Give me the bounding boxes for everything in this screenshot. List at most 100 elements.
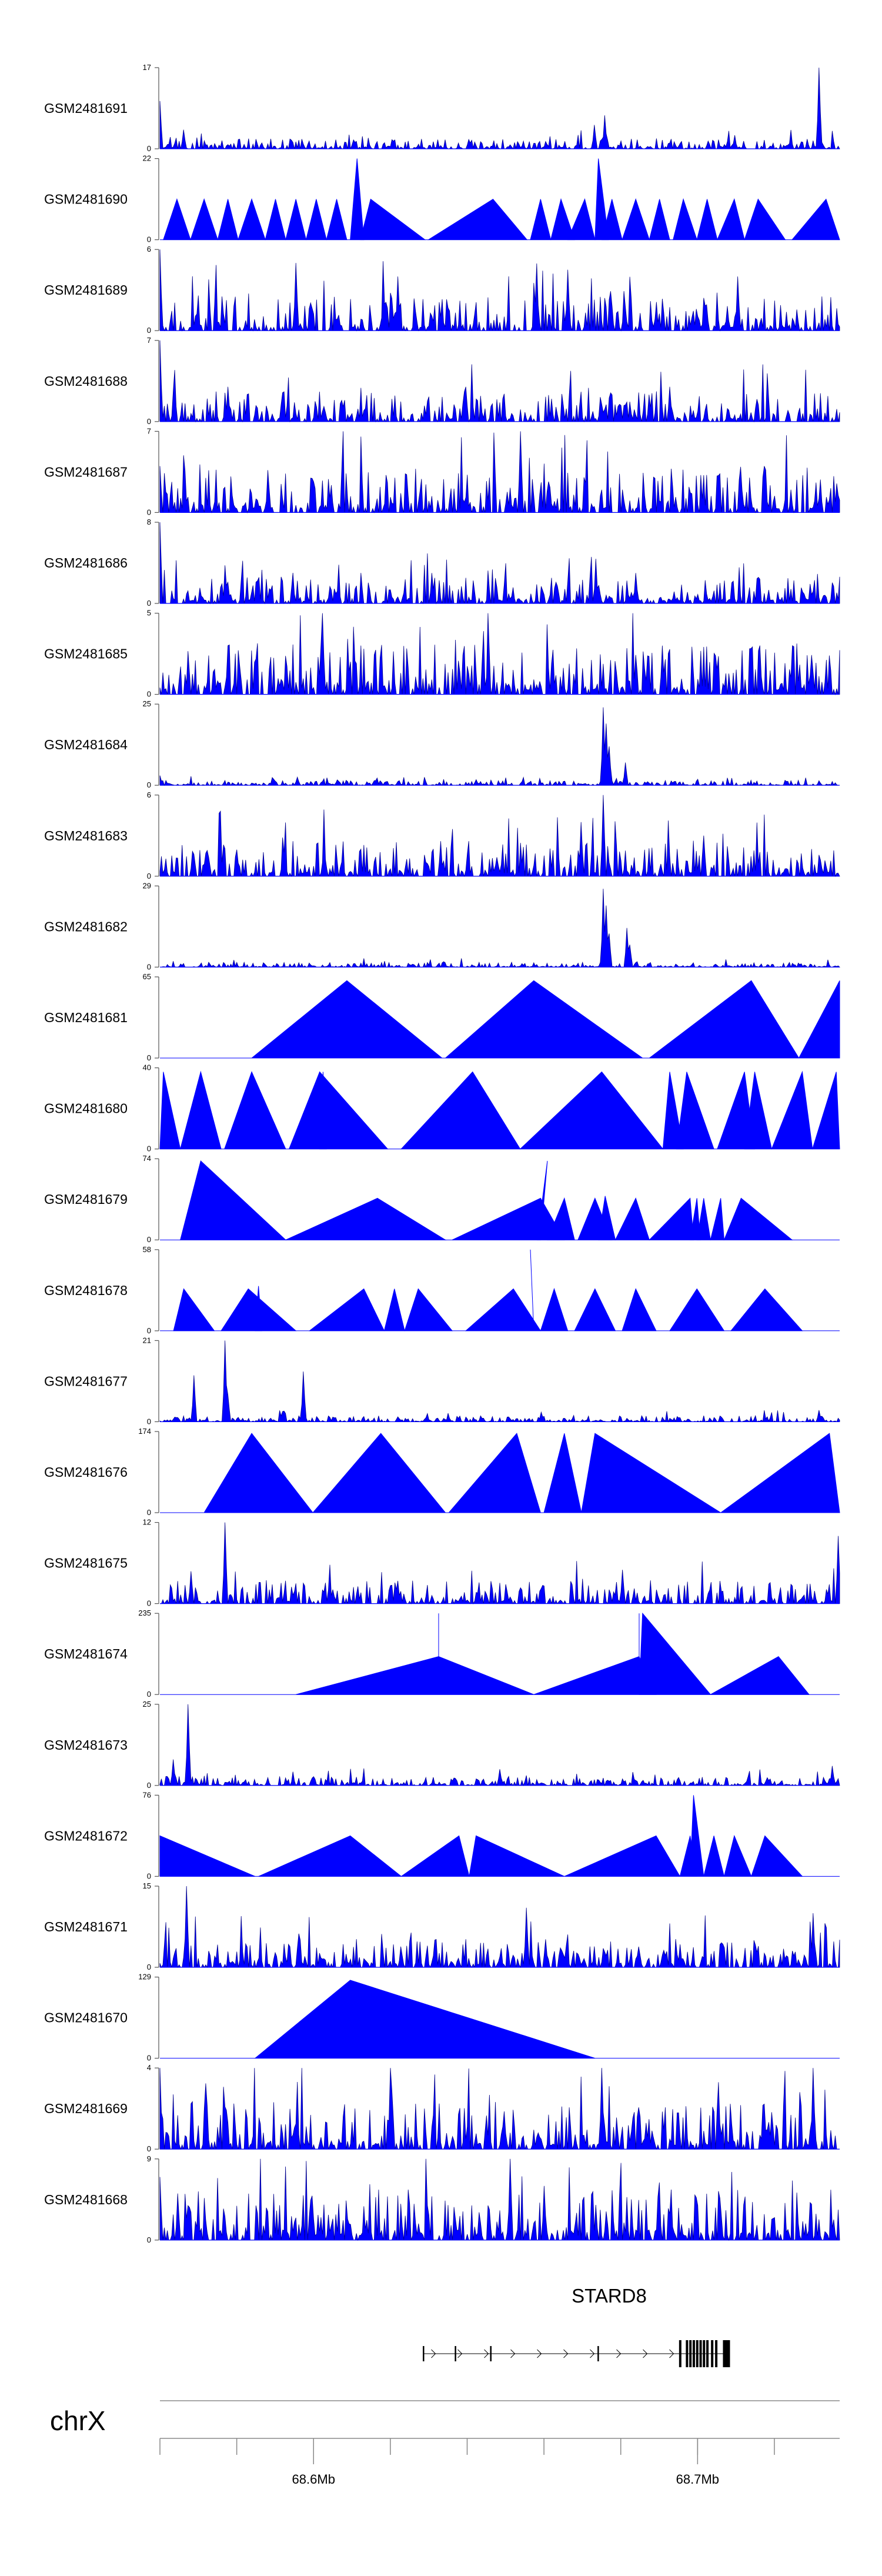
track-GSM2481670: GSM2481670 129 0: [44, 1973, 840, 2063]
signal-peak: [791, 198, 840, 241]
signal-peak: [254, 1980, 595, 2059]
y-max-label: 22: [143, 154, 151, 163]
signal-area: [159, 2068, 840, 2150]
signal-peak: [533, 1656, 657, 1695]
signal-peak: [723, 1834, 752, 1877]
track-GSM2481671: GSM2481671 15 0: [44, 1881, 840, 1971]
signal-area: [160, 1522, 840, 1605]
track-GSM2481687: GSM2481687 7 0: [44, 426, 840, 516]
exon: [715, 2340, 718, 2367]
signal-peak: [581, 1433, 722, 1513]
y-max-label: 4: [147, 2063, 151, 2072]
exon: [686, 2340, 689, 2367]
y-min-label: 0: [147, 2144, 151, 2153]
track-label: GSM2481680: [44, 1101, 128, 1116]
track-label: GSM2481691: [44, 101, 128, 116]
y-max-label: 40: [143, 1063, 151, 1072]
signal-peak: [717, 198, 745, 241]
track-label: GSM2481673: [44, 1737, 128, 1753]
y-max-label: 8: [147, 518, 151, 526]
signal-peak: [751, 1835, 803, 1877]
chromosome-label: chrX: [50, 2405, 106, 2436]
signal-area: [159, 2158, 840, 2241]
strand-arrow: [457, 2349, 463, 2358]
exon: [692, 2340, 695, 2367]
signal-peak: [159, 1835, 256, 1877]
signal-peak: [812, 1072, 840, 1150]
signal-peak: [180, 1070, 222, 1150]
strand-arrow: [643, 2349, 648, 2358]
signal-peak: [709, 1656, 810, 1695]
signal-area: [159, 431, 840, 513]
strand-arrow: [484, 2349, 489, 2358]
signal-peak: [798, 980, 840, 1059]
signal-peak: [771, 1070, 813, 1150]
exon: [679, 2340, 681, 2367]
signal-peak: [567, 198, 596, 241]
track-GSM2481675: GSM2481675 12 0: [44, 1518, 840, 1608]
signal-peak: [400, 1071, 521, 1150]
y-min-label: 0: [147, 1144, 151, 1153]
signal-peak: [163, 198, 191, 241]
signal-peak: [285, 1197, 447, 1240]
y-min-label: 0: [147, 1508, 151, 1517]
y-min-label: 0: [147, 417, 151, 426]
signal-peak: [288, 1071, 389, 1150]
y-max-label: 21: [143, 1336, 151, 1344]
signal-peak: [564, 1835, 681, 1877]
track-GSM2481690: GSM2481690 22 0: [44, 154, 840, 244]
signal-peak: [469, 1835, 565, 1877]
strand-arrow: [431, 2349, 436, 2358]
signal-peak: [730, 1288, 803, 1332]
y-max-label: 7: [147, 336, 151, 345]
signal-peak: [696, 1198, 711, 1240]
signal-peak: [238, 198, 266, 241]
track-GSM2481672: GSM2481672 76 0: [44, 1790, 840, 1880]
track-label: GSM2481687: [44, 464, 128, 479]
signal-peak: [173, 1288, 215, 1332]
signal-peak: [622, 1288, 657, 1332]
track-GSM2481691: GSM2481691 17 0: [44, 63, 840, 153]
signal-peak: [673, 198, 697, 241]
track-label: GSM2481679: [44, 1192, 128, 1207]
signal-peak: [350, 158, 365, 241]
strand-arrow: [563, 2349, 569, 2358]
y-max-label: 5: [147, 609, 151, 618]
signal-peak: [720, 1433, 840, 1513]
track-GSM2481689: GSM2481689 6 0: [44, 245, 840, 335]
signal-peak: [540, 1287, 569, 1332]
signal-peak: [400, 1835, 470, 1877]
exon: [711, 2340, 714, 2367]
signal-peak: [250, 980, 443, 1059]
exon: [699, 2340, 702, 2367]
gene-name-label: STARD8: [572, 2285, 647, 2307]
track-label: GSM2481686: [44, 555, 128, 570]
track-GSM2481681: GSM2481681 65 0: [44, 972, 840, 1062]
y-min-label: 0: [147, 962, 151, 971]
y-max-label: 6: [147, 790, 151, 799]
track-GSM2481684: GSM2481684 25 0: [44, 699, 840, 789]
y-min-label: 0: [147, 2054, 151, 2063]
signal-area: [159, 522, 840, 605]
y-max-label: 6: [147, 245, 151, 253]
signal-peak: [530, 1249, 534, 1331]
track-GSM2481686: GSM2481686 8 0: [44, 518, 840, 608]
signal-peak: [649, 1197, 694, 1240]
signal-peak: [383, 1289, 405, 1332]
signal-peak: [203, 1433, 314, 1513]
signal-peak: [648, 980, 800, 1059]
y-min-label: 0: [147, 872, 151, 880]
strand-arrow: [537, 2349, 542, 2358]
track-GSM2481688: GSM2481688 7 0: [44, 336, 840, 426]
signal-peak: [622, 198, 650, 241]
signal-area: [159, 1340, 840, 1423]
signal-peak: [614, 1197, 650, 1240]
y-min-label: 0: [147, 326, 151, 335]
signal-area: [159, 340, 840, 423]
y-max-label: 25: [143, 1700, 151, 1709]
y-max-label: 174: [138, 1427, 151, 1436]
signal-peak: [445, 980, 644, 1059]
y-max-label: 58: [143, 1245, 151, 1254]
y-min-label: 0: [147, 1781, 151, 1790]
track-label: GSM2481675: [44, 1556, 128, 1571]
